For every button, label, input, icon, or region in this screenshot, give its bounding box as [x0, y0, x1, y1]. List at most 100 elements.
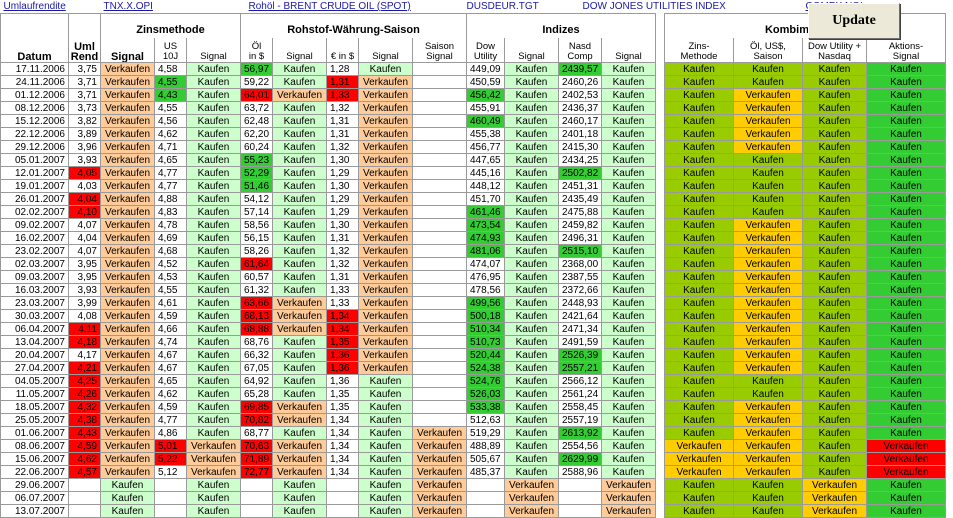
- cell-signal-zins[interactable]: Verkaufen: [100, 400, 155, 414]
- cell-oel[interactable]: 56,15: [240, 231, 273, 245]
- cell-uml-rend[interactable]: 3,89: [68, 127, 101, 141]
- cell-k-oel[interactable]: Kaufen: [733, 374, 803, 388]
- cell-dow[interactable]: 461,46: [466, 205, 505, 219]
- cell-k-oel[interactable]: Kaufen: [733, 205, 803, 219]
- cell-signal-oel[interactable]: Kaufen: [272, 504, 327, 518]
- cell-signal-oel[interactable]: Kaufen: [272, 426, 327, 440]
- cell-signal-dow[interactable]: Kaufen: [504, 244, 559, 258]
- cell-signal-oel[interactable]: Kaufen: [272, 231, 327, 245]
- cell-us10j[interactable]: 4,56: [154, 114, 187, 128]
- cell-signal-euro[interactable]: Verkaufen: [358, 270, 413, 284]
- table-row[interactable]: 22.06.2007 4,57 Verkaufen 5,12 Verkaufen 72,7…: [0, 465, 946, 479]
- cell-euro[interactable]: 1,34: [326, 465, 359, 479]
- cell-k-dow[interactable]: Kaufen: [802, 322, 867, 336]
- cell-saison[interactable]: [412, 348, 467, 362]
- cell-euro[interactable]: 1,34: [326, 426, 359, 440]
- cell-oel[interactable]: 68,77: [240, 426, 273, 440]
- cell-euro[interactable]: [326, 504, 359, 518]
- cell-signal-us[interactable]: Kaufen: [186, 218, 241, 232]
- cell-signal-oel[interactable]: Kaufen: [272, 218, 327, 232]
- cell-signal-euro[interactable]: Verkaufen: [358, 75, 413, 89]
- cell-signal-oel[interactable]: Kaufen: [272, 374, 327, 388]
- cell-k-aktien[interactable]: Kaufen: [866, 192, 946, 206]
- cell-k-oel[interactable]: Verkaufen: [733, 348, 803, 362]
- table-row[interactable]: 29.12.2006 3,96 Verkaufen 4,71 Kaufen 60,24 Ka…: [0, 140, 946, 154]
- cell-k-zins[interactable]: Kaufen: [664, 283, 734, 297]
- cell-saison[interactable]: Verkaufen: [412, 465, 467, 479]
- cell-saison[interactable]: [412, 192, 467, 206]
- cell-spacer[interactable]: [655, 504, 665, 518]
- cell-signal-us[interactable]: Kaufen: [186, 153, 241, 167]
- cell-nasd[interactable]: 2448,93: [558, 296, 602, 310]
- cell-signal-dow[interactable]: Kaufen: [504, 205, 559, 219]
- cell-nasd[interactable]: 2629,99: [558, 452, 602, 466]
- cell-us10j[interactable]: 4,67: [154, 348, 187, 362]
- cell-nasd[interactable]: 2515,10: [558, 244, 602, 258]
- cell-saison[interactable]: [412, 166, 467, 180]
- cell-saison[interactable]: [412, 88, 467, 102]
- cell-euro[interactable]: 1,29: [326, 166, 359, 180]
- table-row[interactable]: 05.01.2007 3,93 Verkaufen 4,65 Kaufen 55,23 Ka…: [0, 153, 946, 167]
- cell-datum[interactable]: 22.12.2006: [0, 127, 69, 141]
- cell-k-dow[interactable]: Kaufen: [802, 335, 867, 349]
- cell-nasd[interactable]: 2436,37: [558, 101, 602, 115]
- cell-datum[interactable]: 25.05.2007: [0, 413, 69, 427]
- cell-signal-euro[interactable]: Verkaufen: [358, 283, 413, 297]
- cell-k-dow[interactable]: Kaufen: [802, 257, 867, 271]
- cell-saison[interactable]: [412, 387, 467, 401]
- cell-signal-us[interactable]: Kaufen: [186, 270, 241, 284]
- cell-signal-nasd[interactable]: Kaufen: [601, 75, 656, 89]
- cell-saison[interactable]: [412, 244, 467, 258]
- cell-k-aktien[interactable]: Kaufen: [866, 374, 946, 388]
- cell-saison[interactable]: Verkaufen: [412, 452, 467, 466]
- cell-signal-oel[interactable]: Kaufen: [272, 101, 327, 115]
- cell-oel[interactable]: 52,29: [240, 166, 273, 180]
- cell-k-oel[interactable]: Kaufen: [733, 75, 803, 89]
- cell-saison[interactable]: [412, 114, 467, 128]
- cell-datum[interactable]: 08.12.2006: [0, 101, 69, 115]
- table-row[interactable]: 09.03.2007 3,95 Verkaufen 4,53 Kaufen 60,57 Ka…: [0, 270, 946, 284]
- cell-dow[interactable]: 505,67: [466, 452, 505, 466]
- cell-euro[interactable]: 1,32: [326, 101, 359, 115]
- table-row[interactable]: 23.03.2007 3,99 Verkaufen 4,61 Kaufen 63,66 Ve…: [0, 296, 946, 310]
- cell-k-dow[interactable]: Kaufen: [802, 426, 867, 440]
- cell-signal-nasd[interactable]: Kaufen: [601, 62, 656, 76]
- cell-uml-rend[interactable]: 4,43: [68, 426, 101, 440]
- cell-datum[interactable]: 24.11.2006: [0, 75, 69, 89]
- cell-k-zins[interactable]: Kaufen: [664, 153, 734, 167]
- cell-signal-zins[interactable]: Verkaufen: [100, 218, 155, 232]
- cell-k-oel[interactable]: Kaufen: [733, 62, 803, 76]
- cell-nasd[interactable]: 2557,21: [558, 361, 602, 375]
- cell-signal-us[interactable]: Kaufen: [186, 166, 241, 180]
- table-row[interactable]: 22.12.2006 3,89 Verkaufen 4,62 Kaufen 62,20 Ka…: [0, 127, 946, 141]
- cell-k-zins[interactable]: Kaufen: [664, 374, 734, 388]
- cell-dow[interactable]: 478,56: [466, 283, 505, 297]
- cell-k-aktien[interactable]: Kaufen: [866, 491, 946, 505]
- cell-euro[interactable]: 1,33: [326, 88, 359, 102]
- cell-nasd[interactable]: 2460,26: [558, 75, 602, 89]
- link-usdeur[interactable]: DUSDEUR.TGT: [466, 1, 539, 12]
- table-row[interactable]: 20.04.2007 4,17 Verkaufen 4,67 Kaufen 66,32 Ka…: [0, 348, 946, 362]
- cell-signal-nasd[interactable]: Kaufen: [601, 439, 656, 453]
- cell-spacer[interactable]: [655, 179, 665, 193]
- cell-signal-oel[interactable]: Verkaufen: [272, 452, 327, 466]
- cell-signal-dow[interactable]: Kaufen: [504, 218, 559, 232]
- cell-spacer[interactable]: [655, 127, 665, 141]
- cell-k-dow[interactable]: Kaufen: [802, 179, 867, 193]
- cell-oel[interactable]: 58,56: [240, 218, 273, 232]
- cell-signal-zins[interactable]: Verkaufen: [100, 114, 155, 128]
- cell-nasd[interactable]: 2421,64: [558, 309, 602, 323]
- cell-k-dow[interactable]: Kaufen: [802, 439, 867, 453]
- cell-spacer[interactable]: [655, 270, 665, 284]
- cell-k-oel[interactable]: Verkaufen: [733, 296, 803, 310]
- cell-signal-nasd[interactable]: Kaufen: [601, 153, 656, 167]
- cell-k-aktien[interactable]: Kaufen: [866, 413, 946, 427]
- cell-euro[interactable]: 1,36: [326, 361, 359, 375]
- cell-signal-nasd[interactable]: Kaufen: [601, 257, 656, 271]
- cell-us10j[interactable]: 4,77: [154, 179, 187, 193]
- cell-signal-zins[interactable]: Verkaufen: [100, 166, 155, 180]
- cell-nasd[interactable]: 2372,66: [558, 283, 602, 297]
- cell-nasd[interactable]: 2558,45: [558, 400, 602, 414]
- cell-signal-oel[interactable]: Kaufen: [272, 114, 327, 128]
- cell-saison[interactable]: [412, 257, 467, 271]
